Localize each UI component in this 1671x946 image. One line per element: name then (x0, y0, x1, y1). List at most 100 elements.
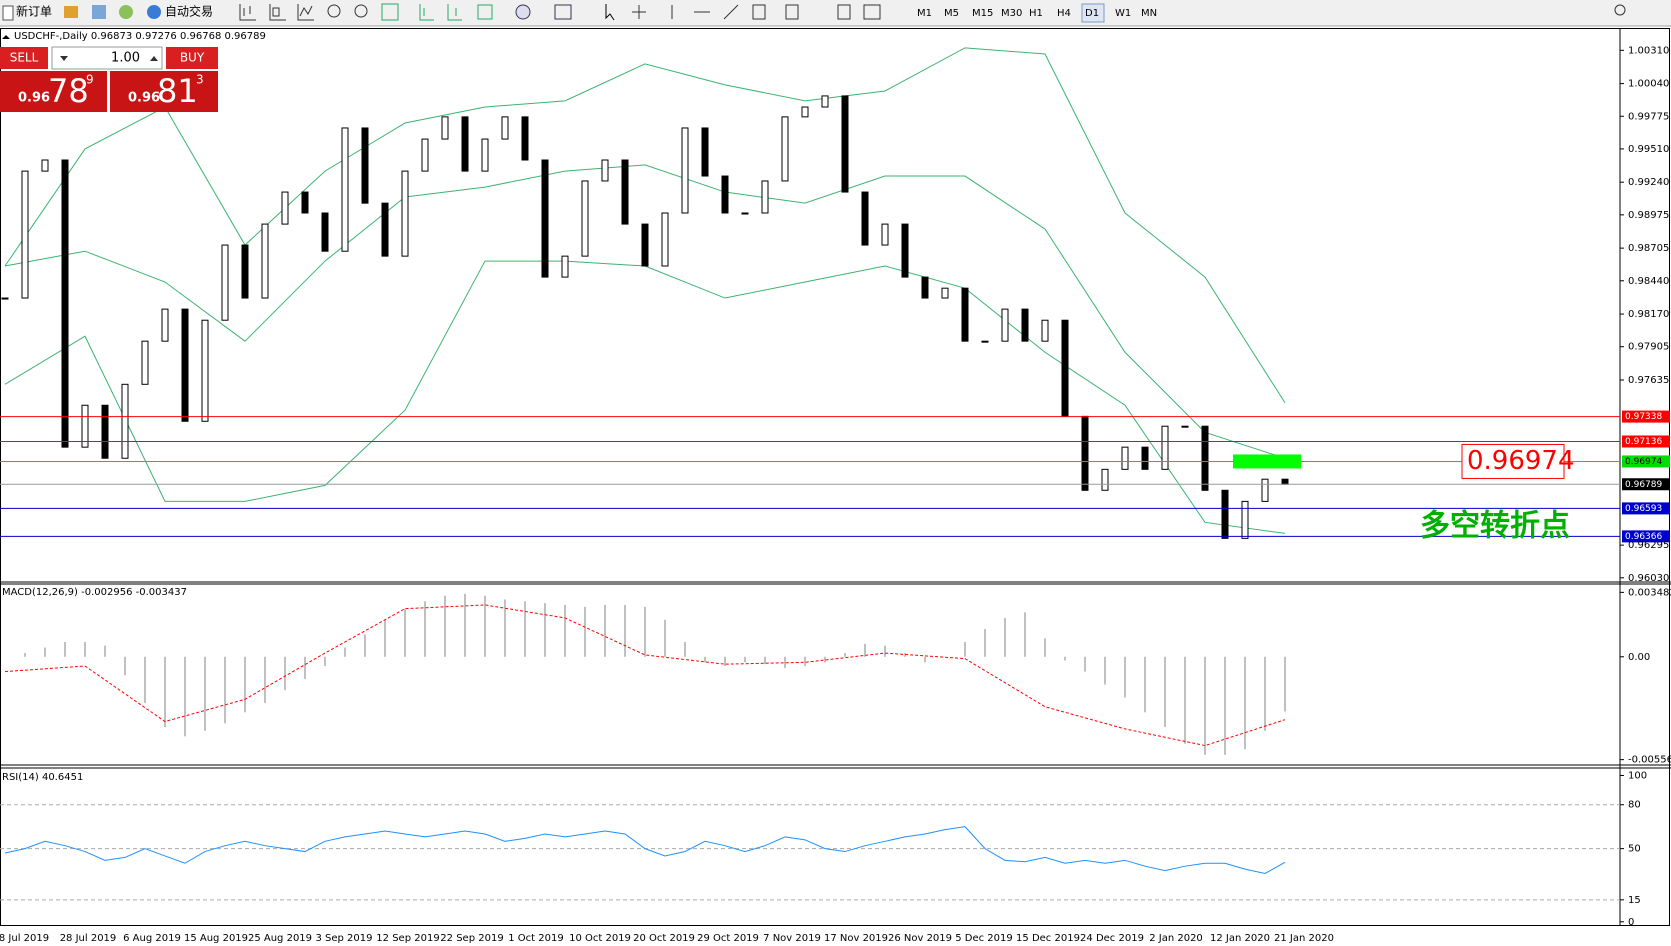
sell-label[interactable]: SELL (10, 51, 39, 65)
x-tick-label: 8 Jul 2019 (0, 933, 49, 944)
ask-box[interactable] (110, 71, 218, 112)
candle (241, 244, 249, 299)
candle (681, 127, 689, 214)
crosshair-icon[interactable] (632, 5, 646, 19)
x-tick-label: 12 Jan 2020 (1210, 933, 1270, 944)
icon[interactable] (837, 4, 851, 20)
icon[interactable] (92, 5, 106, 19)
bid-box[interactable] (0, 71, 107, 112)
lots-input[interactable] (51, 46, 163, 70)
y-tick-label: 1.00040 (1628, 79, 1669, 90)
candle (981, 340, 989, 343)
icon[interactable] (477, 4, 493, 20)
timeframe[interactable]: M15 (972, 8, 993, 19)
icon[interactable] (863, 4, 881, 20)
candle (141, 340, 149, 385)
bid-small: 9 (86, 73, 94, 87)
search-icon[interactable] (1614, 4, 1626, 16)
candle (1141, 446, 1149, 470)
price-tag (1622, 410, 1670, 423)
ask-big: 81 (157, 72, 198, 110)
candle (721, 175, 729, 214)
timeframe[interactable]: M1 (917, 8, 932, 19)
y-tick-label: 1.00310 (1628, 45, 1669, 56)
annotation: 0.96974 (1467, 446, 1575, 476)
auto-trade[interactable]: 自动交易 (165, 4, 213, 19)
candle (281, 191, 289, 225)
y-tick-label: 0.99240 (1628, 177, 1669, 188)
auto-trade-icon[interactable] (147, 5, 161, 19)
candle (1161, 425, 1169, 470)
x-tick-label: 12 Sep 2019 (376, 933, 439, 944)
candle (421, 138, 429, 172)
icon[interactable] (64, 6, 78, 18)
price-tag-label: 0.96593 (1625, 504, 1662, 514)
icon[interactable] (381, 3, 399, 21)
timeframe[interactable]: H4 (1057, 8, 1071, 19)
lots-up[interactable] (150, 56, 158, 61)
candle (601, 159, 609, 182)
icon[interactable] (297, 4, 314, 21)
lots-down[interactable] (60, 56, 68, 61)
collapse-arrow[interactable] (2, 35, 10, 39)
y-tick-label: 0.98975 (1628, 210, 1669, 221)
timeframe[interactable]: M5 (944, 8, 959, 19)
candle (761, 180, 769, 214)
icon[interactable] (419, 4, 434, 21)
candle (561, 255, 569, 278)
icon[interactable] (239, 4, 256, 21)
buy-label[interactable]: BUY (180, 51, 205, 65)
candle (121, 383, 129, 459)
timeframe[interactable]: H1 (1029, 8, 1043, 19)
y-tick-label: 50 (1628, 844, 1641, 855)
price-tag (1622, 530, 1670, 543)
macd-signal (4, 604, 1286, 747)
sell-button[interactable] (0, 47, 48, 69)
candle (461, 116, 469, 172)
icon[interactable] (554, 4, 572, 20)
toolbar (0, 0, 1671, 26)
candle (1281, 478, 1289, 485)
x-tick-label: 7 Nov 2019 (763, 933, 821, 944)
new-order[interactable]: 新订单 (16, 4, 52, 19)
price-tag-label: 0.96366 (1625, 532, 1662, 542)
x-tick-label: 15 Dec 2019 (1016, 933, 1080, 944)
icon[interactable] (752, 4, 766, 20)
cursor-icon[interactable] (605, 4, 615, 21)
bid-prefix: 0.96 (18, 91, 50, 106)
icon[interactable] (119, 5, 133, 19)
x-tick-label: 2 Jan 2020 (1149, 933, 1203, 944)
icon[interactable] (327, 4, 341, 18)
buy-button[interactable] (166, 47, 218, 69)
new-order-icon[interactable] (2, 5, 14, 21)
chart-frame (0, 28, 1671, 926)
icon[interactable] (515, 4, 531, 20)
candle (341, 127, 349, 252)
chart-window (0, 28, 1670, 926)
x-tick-label: 21 Jan 2020 (1274, 933, 1334, 944)
candle (581, 180, 589, 257)
y-tick-label: 0.97635 (1628, 375, 1669, 386)
icon[interactable] (354, 4, 368, 18)
y-tick-label: 100 (1628, 770, 1647, 781)
x-tick-label: 20 Oct 2019 (633, 933, 695, 944)
candle (701, 127, 709, 177)
icon[interactable] (447, 4, 462, 21)
candle (101, 404, 109, 459)
x-tick-label: 1 Oct 2019 (508, 933, 563, 944)
y-tick-label: 0.96030 (1628, 573, 1669, 584)
icon[interactable] (269, 4, 286, 21)
y-tick-label: 0.99510 (1628, 144, 1669, 155)
icon[interactable] (671, 4, 739, 20)
lots[interactable]: 1.00 (111, 51, 140, 66)
candle (661, 212, 669, 267)
timeframe[interactable]: W1 (1115, 8, 1131, 19)
candle (1061, 319, 1069, 417)
timeframe[interactable]: MN (1141, 8, 1157, 19)
x-tick-label: 26 Nov 2019 (888, 933, 952, 944)
candle (61, 159, 69, 448)
timeframe[interactable]: M30 (1001, 8, 1022, 19)
timeframe[interactable]: D1 (1085, 8, 1099, 19)
icon[interactable] (785, 4, 799, 20)
candle (301, 191, 309, 214)
